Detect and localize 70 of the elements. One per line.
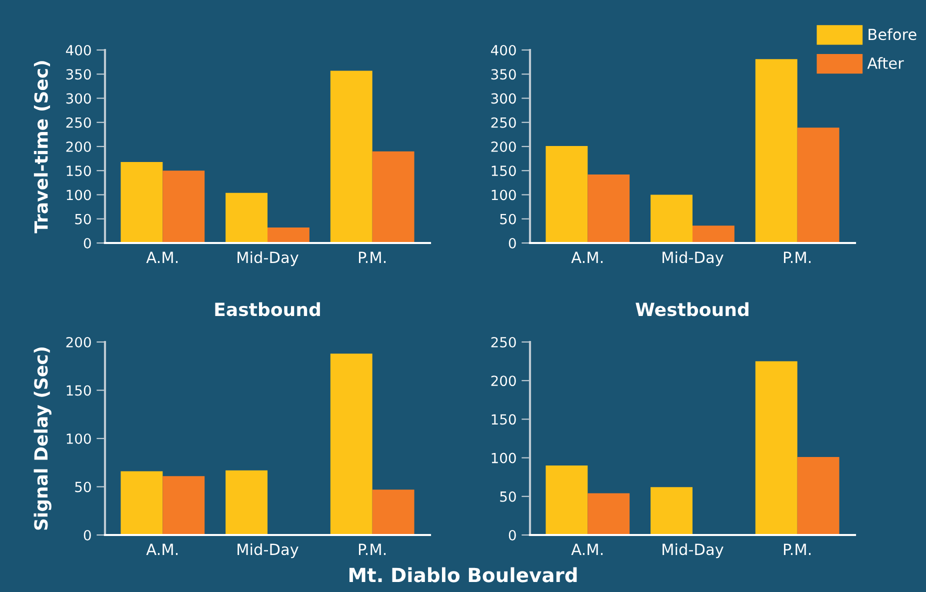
y-tick-label: 150 (492, 414, 516, 425)
bar (755, 361, 798, 535)
y-tick-label: 150 (66, 385, 91, 396)
bar (546, 146, 588, 243)
y-axis-title: Travel-time (Sec) (34, 61, 50, 234)
x-tick-label: P.M. (784, 252, 811, 263)
bar (650, 194, 692, 243)
y-tick-label: 0 (84, 238, 91, 248)
y-tick-label: 0 (508, 238, 516, 248)
x-tick-label: A.M. (146, 544, 178, 555)
x-axis-title: Westbound (636, 302, 748, 316)
x-tick-label: P.M. (358, 544, 386, 555)
bar (546, 466, 588, 535)
bar (650, 487, 692, 535)
bar (797, 457, 840, 535)
bar (268, 228, 310, 243)
y-tick-label: 400 (490, 44, 516, 56)
bar (226, 470, 268, 535)
bar (797, 128, 840, 243)
legend-label: After (867, 57, 904, 69)
y-tick-label: 50 (500, 491, 516, 502)
bar (330, 70, 372, 243)
bar (330, 354, 372, 535)
bar (692, 226, 734, 243)
bar (755, 59, 798, 243)
x-tick-label: A.M. (571, 252, 603, 263)
bar (372, 490, 414, 535)
x-tick-label: P.M. (784, 544, 811, 555)
x-tick-label: Mid-Day (238, 543, 298, 558)
y-tick-label: 200 (491, 376, 516, 386)
y-axis-title: Signal Delay (Sec) (34, 347, 52, 530)
y-tick-label: 250 (491, 336, 516, 348)
bar (588, 493, 630, 535)
text: Mt. Diablo Boulevard (349, 567, 577, 582)
y-tick-label: 150 (492, 166, 516, 176)
bar (162, 170, 205, 243)
x-tick-label: Mid-Day (662, 543, 724, 558)
y-tick-label: 200 (491, 141, 516, 152)
y-tick-label: 300 (491, 93, 516, 104)
y-tick-label: 50 (75, 482, 91, 492)
x-tick-label: A.M. (146, 252, 178, 263)
y-tick-label: 0 (508, 530, 516, 540)
bar (226, 192, 268, 243)
x-tick-label: Mid-Day (662, 251, 724, 266)
y-tick-label: 350 (491, 69, 516, 80)
y-tick-label: 200 (66, 141, 91, 152)
y-tick-label: 350 (66, 69, 91, 80)
x-axis-title: Eastbound (215, 302, 320, 316)
bar (162, 476, 205, 535)
y-tick-label: 50 (500, 214, 516, 224)
x-tick-label: Mid-Day (238, 251, 298, 266)
x-tick-label: P.M. (358, 252, 386, 263)
y-tick-label: 150 (66, 166, 91, 176)
y-tick-label: 100 (492, 452, 516, 464)
bar (588, 174, 630, 243)
legend-label: Before (868, 28, 916, 40)
y-tick-label: 0 (84, 530, 91, 540)
x-tick-label: A.M. (571, 544, 603, 555)
y-tick-label: 100 (492, 190, 516, 200)
y-tick-label: 100 (66, 190, 91, 200)
bar (120, 162, 163, 243)
y-tick-label: 400 (66, 44, 91, 56)
y-tick-label: 250 (66, 117, 91, 128)
y-tick-label: 200 (66, 336, 91, 348)
y-tick-label: 250 (491, 117, 516, 128)
y-tick-label: 100 (66, 433, 91, 444)
bar (372, 151, 414, 243)
y-tick-label: 300 (66, 93, 91, 104)
bar (120, 471, 163, 535)
y-tick-label: 50 (75, 214, 91, 224)
